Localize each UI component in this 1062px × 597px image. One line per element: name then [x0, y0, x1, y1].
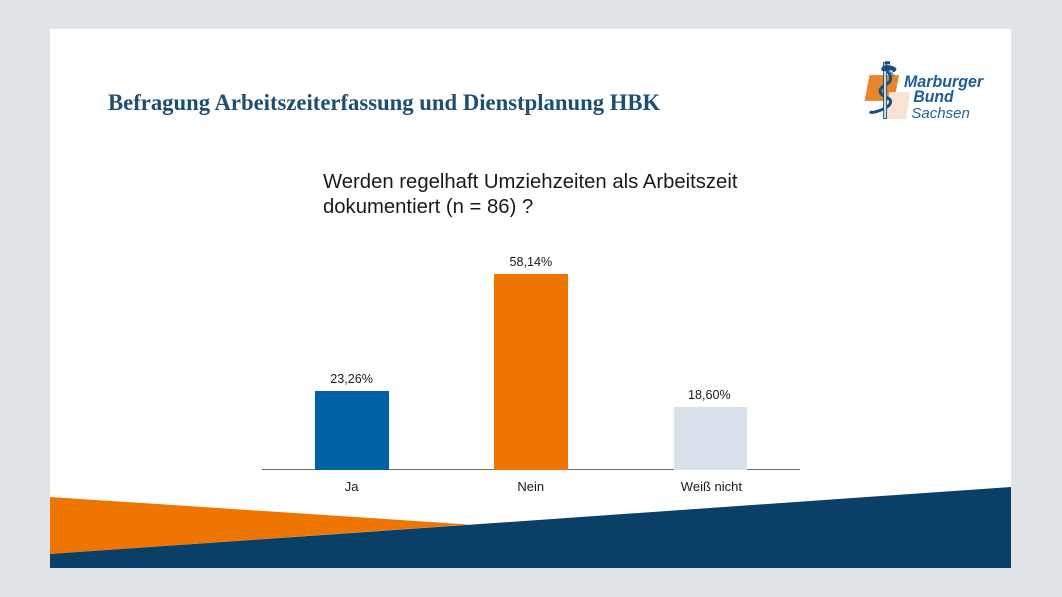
svg-text:Bund: Bund — [913, 87, 954, 106]
svg-text:Sachsen: Sachsen — [911, 105, 969, 122]
svg-text:Marburger: Marburger — [904, 72, 984, 91]
